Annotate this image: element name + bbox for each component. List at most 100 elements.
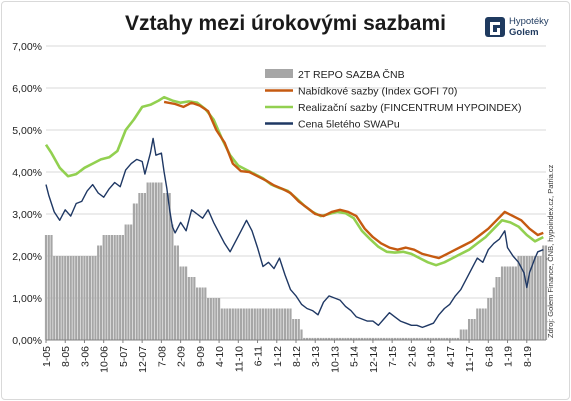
repo-rate-bar <box>371 337 375 340</box>
x-tick-label: 12-07 <box>137 346 149 373</box>
repo-rate-bar <box>377 337 380 340</box>
legend-realized-label: Realizační sazby (FINCENTRUM HYPOINDEX) <box>298 102 521 114</box>
repo-rate-bar <box>88 256 92 340</box>
repo-rate-bar <box>303 337 306 340</box>
x-tick-label: 1-12 <box>272 346 284 367</box>
repo-rate-bar <box>511 266 515 340</box>
repo-rate-bar <box>163 193 166 340</box>
repo-rate-bar <box>196 287 199 340</box>
repo-rate-bar <box>484 308 487 340</box>
repo-rate-bar <box>352 337 355 340</box>
repo-rate-bar <box>451 337 454 340</box>
x-tick-label: 2-16 <box>406 346 418 367</box>
repo-rate-bar <box>80 256 83 340</box>
repo-rate-bar <box>536 256 539 340</box>
repo-rate-bar <box>506 266 509 340</box>
repo-rate-bar <box>322 337 325 340</box>
repo-rate-bar <box>130 224 133 340</box>
golem-logo-icon <box>485 17 505 37</box>
repo-rate-bar <box>360 337 364 340</box>
repo-rate-bar <box>171 224 174 340</box>
y-tick-label: 2,00% <box>12 251 42 263</box>
logo-text: Hypotéky Golem <box>509 16 549 38</box>
repo-rate-bar <box>272 308 276 340</box>
legend-repo-swatch <box>265 69 293 78</box>
repo-rate-bars <box>44 182 548 340</box>
repo-rate-bar <box>473 319 476 340</box>
x-tick-label: 9-09 <box>195 346 207 367</box>
repo-rate-bar <box>44 235 48 340</box>
repo-rate-bar <box>152 182 155 340</box>
x-tick-label: 1-05 <box>41 346 53 367</box>
repo-rate-bar <box>459 329 462 340</box>
repo-rate-bar <box>399 337 402 340</box>
repo-rate-bar <box>467 319 471 340</box>
repo-rate-bar <box>185 266 188 340</box>
repo-rate-bar <box>492 287 495 340</box>
x-tick-label: 8-05 <box>60 346 72 367</box>
repo-rate-bar <box>330 337 333 340</box>
repo-rate-bar <box>237 308 240 340</box>
repo-rate-bar <box>94 256 97 340</box>
repo-rate-bar <box>220 308 223 340</box>
repo-rate-bar <box>366 337 369 340</box>
y-tick-label: 3,00% <box>12 209 42 221</box>
repo-rate-bar <box>209 298 212 340</box>
repo-rate-bar <box>116 235 119 340</box>
repo-rate-bar <box>327 337 331 340</box>
repo-rate-bar <box>418 337 421 340</box>
repo-rate-bar <box>64 256 67 340</box>
y-tick-label: 0,00% <box>12 335 42 347</box>
repo-rate-bar <box>446 337 449 340</box>
repo-rate-bar <box>157 182 160 340</box>
repo-rate-bar <box>294 319 298 340</box>
x-tick-label: 5-07 <box>118 346 130 367</box>
repo-rate-bar <box>256 308 259 340</box>
x-tick-label: 8-19 <box>522 346 534 367</box>
repo-rate-bar <box>119 235 122 340</box>
repo-rate-bar <box>319 337 322 340</box>
repo-rate-bar <box>470 319 473 340</box>
repo-rate-bar <box>267 308 270 340</box>
repo-rate-bar <box>217 298 221 340</box>
repo-rate-bar <box>206 298 210 340</box>
repo-rate-bar <box>424 337 427 340</box>
repo-rate-bar <box>292 319 295 340</box>
repo-rate-bar <box>223 308 226 340</box>
repo-rate-bar <box>478 308 482 340</box>
repo-rate-bar <box>514 266 517 340</box>
logo-line1: Hypotéky <box>509 16 549 27</box>
repo-rate-bar <box>454 337 457 340</box>
repo-rate-bar <box>503 266 506 340</box>
repo-rate-bar <box>228 308 232 340</box>
repo-rate-bar <box>487 298 490 340</box>
repo-rate-bar <box>542 245 545 340</box>
x-tick-label: 11-17 <box>464 346 476 372</box>
y-tick-label: 1,00% <box>12 293 42 305</box>
repo-rate-bar <box>259 308 262 340</box>
repo-rate-bar <box>86 256 89 340</box>
x-tick-label: 10-06 <box>99 346 111 373</box>
x-tick-label: 6-11 <box>253 346 265 366</box>
repo-rate-bar <box>198 287 201 340</box>
repo-rate-bar <box>168 193 171 340</box>
x-tick-label: 9-16 <box>426 346 438 367</box>
x-tick-label: 4-17 <box>445 346 457 367</box>
repo-rate-bar <box>314 337 317 340</box>
repo-rate-bar <box>212 298 215 340</box>
repo-rate-bar <box>382 337 386 340</box>
repo-rate-bar <box>517 256 520 340</box>
repo-rate-bar <box>374 337 377 340</box>
repo-rate-bar <box>201 287 204 340</box>
logo-line2: Golem <box>509 27 539 38</box>
repo-rate-bar <box>300 329 303 340</box>
repo-rate-bar <box>102 235 105 340</box>
repo-rate-bar <box>146 182 149 340</box>
repo-rate-bar <box>58 256 61 340</box>
repo-rate-bar <box>69 256 72 340</box>
y-tick-label: 7,00% <box>12 41 42 53</box>
repo-rate-bar <box>121 235 125 340</box>
repo-rate-bar <box>72 256 75 340</box>
x-tick-label: 3-13 <box>310 346 322 367</box>
